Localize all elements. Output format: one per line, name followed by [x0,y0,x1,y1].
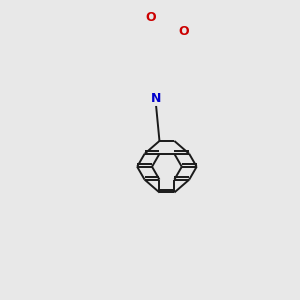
Text: N: N [151,92,161,105]
Text: O: O [145,11,156,24]
Text: O: O [178,26,189,38]
